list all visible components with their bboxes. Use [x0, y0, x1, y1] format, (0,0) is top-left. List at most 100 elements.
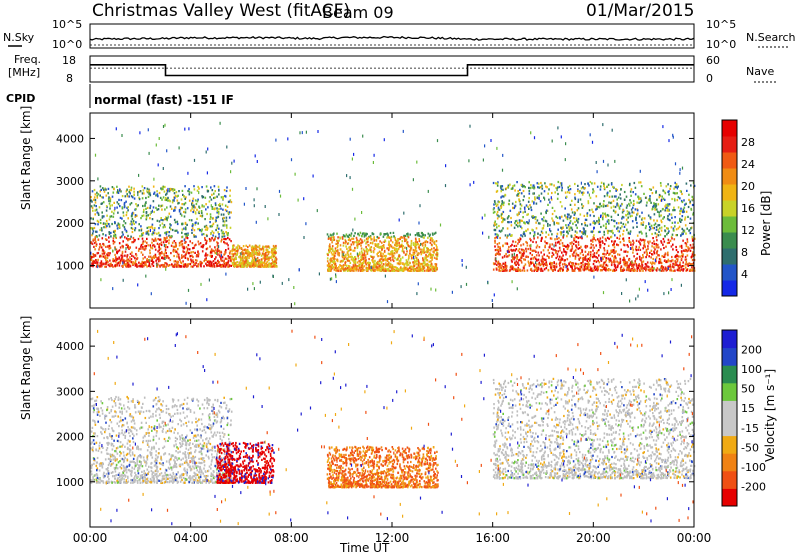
scatter-cell: [110, 264, 113, 267]
scatter-cell: [532, 215, 534, 218]
scatter-cell: [561, 256, 563, 259]
scatter-cell: [622, 256, 625, 259]
scatter-cell: [258, 249, 260, 252]
scatter-cell: [394, 247, 396, 250]
scatter-cell: [576, 263, 578, 266]
scatter-cell: [589, 180, 592, 184]
scatter-cell: [603, 212, 606, 216]
scatter-cell: [164, 265, 167, 268]
scatter-cell: [515, 244, 518, 247]
scatter-cell: [228, 216, 231, 219]
scatter-cell: [504, 266, 507, 269]
scatter-cell: [685, 242, 688, 245]
scatter-cell: [632, 191, 634, 194]
scatter-cell: [394, 243, 396, 246]
scatter-cell: [590, 267, 593, 270]
scatter-cell: [632, 239, 634, 242]
scatter-cell: [432, 254, 435, 257]
scatter-cell: [352, 249, 354, 252]
scatter-cell: [673, 266, 675, 269]
scatter-cell: [529, 204, 531, 207]
scatter-cell: [187, 247, 189, 250]
scatter-cell: [426, 251, 428, 254]
scatter-cell: [649, 225, 651, 228]
scatter-cell: [356, 238, 358, 241]
scatter-cell: [385, 258, 388, 261]
scatter-cell: [682, 229, 685, 232]
scatter-cell: [139, 235, 141, 238]
scatter-cell: [667, 190, 669, 193]
scatter-cell: [534, 268, 536, 271]
scatter-cell: [349, 268, 351, 271]
scatter-cell: [100, 260, 103, 263]
scatter-cell: [541, 262, 544, 265]
scatter-cell: [165, 240, 167, 243]
scatter-cell: [679, 265, 682, 268]
scatter-cell: [145, 232, 148, 235]
scatter-cell: [417, 268, 419, 271]
scatter-cell: [337, 244, 339, 247]
scatter-cell: [346, 235, 349, 238]
scatter-cell: [658, 268, 660, 271]
scatter-cell: [681, 218, 683, 221]
scatter-cell: [570, 242, 572, 245]
scatter-cell: [210, 239, 212, 242]
scatter-cell: [252, 263, 255, 266]
scatter-cell: [209, 240, 211, 243]
scatter-cell: [681, 227, 684, 230]
scatter-cell: [379, 240, 381, 243]
scatter-cell: [268, 251, 271, 254]
scatter-cell: [413, 252, 415, 256]
scatter-cell: [166, 217, 168, 220]
scatter-cell: [106, 254, 109, 257]
scatter-cell: [361, 252, 363, 255]
scatter-cell: [613, 186, 615, 189]
scatter-cell: [213, 196, 215, 200]
scatter-cell: [517, 190, 519, 193]
scatter-cell: [534, 265, 536, 269]
scatter-cell: [666, 241, 669, 245]
scatter-cell: [161, 186, 164, 189]
scatter-cell: [344, 235, 347, 238]
scatter-cell: [519, 225, 522, 228]
scatter-cell: [577, 254, 579, 257]
scatter-cell: [344, 254, 346, 257]
scatter-cell: [496, 217, 499, 220]
scatter-cell: [141, 247, 143, 250]
scatter-cell: [692, 263, 694, 266]
scatter-cell: [672, 243, 674, 246]
scatter-cell: [640, 230, 642, 233]
scatter-cell: [620, 188, 622, 191]
scatter-cell: [597, 230, 600, 234]
scatter-cell: [397, 256, 400, 259]
scatter-cell: [262, 257, 265, 260]
scatter-cell: [584, 187, 586, 190]
scatter-cell: [543, 216, 545, 219]
scatter-cell: [191, 199, 194, 202]
scatter-cell: [655, 243, 657, 246]
scatter-cell: [606, 204, 609, 207]
scatter-cell: [166, 240, 168, 243]
scatter-cell: [192, 247, 194, 250]
scatter-cell: [600, 225, 602, 229]
scatter-cell: [543, 190, 546, 193]
scatter-cell: [237, 244, 239, 247]
scatter-cell: [217, 204, 220, 207]
scatter-cell: [592, 188, 594, 191]
scatter-cell: [214, 207, 216, 210]
scatter-cell: [172, 248, 175, 251]
scatter-cell: [498, 224, 500, 228]
scatter-cell: [542, 219, 544, 222]
scatter-cell: [360, 266, 363, 269]
scatter-cell: [153, 191, 156, 194]
scatter-cell: [671, 197, 673, 201]
scatter-cell: [656, 198, 658, 201]
scatter-cell: [183, 247, 186, 250]
scatter-cell: [610, 182, 613, 185]
scatter-cell: [589, 266, 592, 269]
scatter-cell: [559, 182, 562, 185]
scatter-cell: [533, 235, 535, 238]
scatter-cell: [627, 250, 629, 254]
scatter-cell: [499, 265, 501, 268]
scatter-cell: [393, 235, 395, 238]
